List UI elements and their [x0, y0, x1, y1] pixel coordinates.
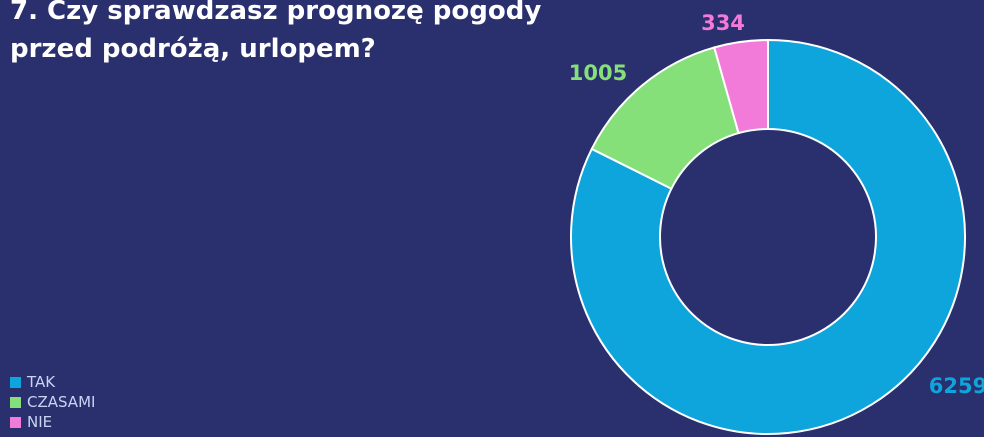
legend: TAK CZASAMI NIE: [10, 372, 95, 432]
legend-label-czasami: CZASAMI: [27, 393, 96, 411]
data-label-nie: 334: [701, 11, 745, 35]
legend-label-nie: NIE: [27, 413, 53, 431]
legend-swatch-nie: [10, 416, 21, 428]
data-label-tak: 6259: [929, 374, 984, 398]
slice-nie: [713, 38, 769, 135]
donut-slices: [570, 38, 966, 435]
data-label-czasami: 1005: [569, 61, 627, 85]
slice-tak: [570, 38, 966, 435]
legend-swatch-czasami: [10, 396, 21, 408]
legend-swatch-tak: [10, 376, 21, 388]
legend-item-czasami: CZASAMI: [10, 392, 95, 412]
legend-label-tak: TAK: [27, 373, 56, 391]
chart-title: 7. Czy sprawdzasz prognozę pogody przed …: [10, 0, 542, 64]
donut-labels: 6259 1005 334: [569, 11, 984, 398]
legend-item-nie: NIE: [10, 412, 95, 432]
legend-item-tak: TAK: [10, 372, 95, 392]
